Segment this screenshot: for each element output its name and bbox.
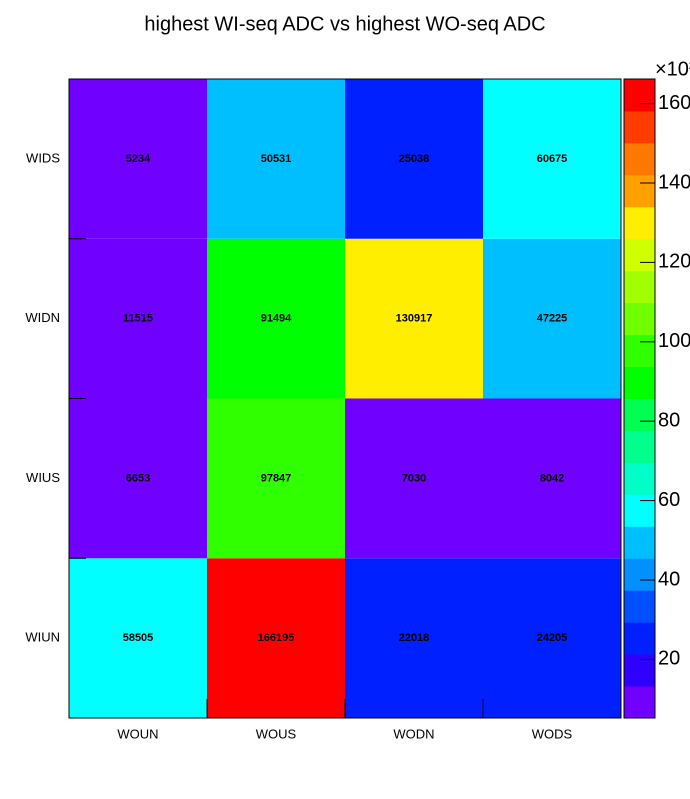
y-tick-label: WIUS [26, 470, 60, 485]
chart-title: highest WI-seq ADC vs highest WO-seq ADC [144, 13, 545, 35]
heat-cell [483, 558, 621, 718]
colorbar-band [624, 558, 655, 591]
colorbar-band [624, 79, 655, 112]
heat-cell [207, 398, 345, 559]
heat-cell [69, 238, 207, 399]
cell-label: 25038 [399, 153, 430, 165]
heat-cell [345, 79, 483, 239]
x-tick-label: WOUN [117, 726, 158, 741]
y-tick-label: WIDS [26, 150, 60, 165]
cell-label: 5234 [126, 153, 151, 165]
colorbar-band [624, 302, 655, 336]
colorbar-tick-label: 100 [658, 330, 690, 352]
colorbar-band [624, 206, 655, 240]
heat-cell [207, 79, 345, 239]
colorbar-band [624, 526, 655, 559]
cell-label: 91494 [261, 313, 292, 325]
colorbar-band [624, 462, 655, 495]
colorbar-band [624, 142, 655, 176]
cell-label: 60675 [537, 153, 568, 165]
colorbar-tick-label: 160 [658, 92, 690, 114]
heat-cell [69, 558, 207, 718]
colorbar-band [624, 398, 655, 431]
colorbar-tick-label: 60 [658, 489, 680, 511]
y-tick-label: WIUN [25, 630, 60, 645]
cell-label: 22018 [399, 632, 430, 644]
colorbar-tick-label: 140 [658, 171, 690, 193]
cell-label: 97847 [261, 472, 292, 484]
heat-cell [345, 398, 483, 559]
colorbar-band [624, 430, 655, 463]
cell-label: 50531 [261, 153, 292, 165]
plot-frame [68, 78, 622, 719]
colorbar-tick-label: 120 [658, 251, 690, 273]
colorbar-band [624, 494, 655, 527]
heat-cell [207, 558, 345, 718]
x-tick-label: WODS [532, 726, 573, 741]
cell-label: 24205 [537, 632, 568, 644]
x-tick-label: WODN [393, 726, 434, 741]
colorbar-band [624, 334, 655, 368]
cell-label: 47225 [537, 313, 568, 325]
colorbar-frame [623, 78, 656, 719]
colorbar-band [624, 622, 655, 655]
cell-label: 7030 [402, 472, 426, 484]
cell-label: 58505 [123, 632, 154, 644]
colorbar-band [624, 174, 655, 208]
colorbar-tick-label: 20 [658, 648, 680, 670]
heat-cell [207, 238, 345, 399]
cell-label: 166195 [258, 632, 295, 644]
colorbar-tick-label: 40 [658, 568, 680, 590]
y-tick-label: WIDN [25, 310, 60, 325]
cell-label: 11515 [123, 313, 153, 325]
colorbar-band [624, 270, 655, 304]
heat-cell [483, 398, 621, 559]
cell-label: 8042 [540, 472, 564, 484]
colorbar-tick-label: 80 [658, 409, 680, 431]
colorbar-multiplier: ×10³ [655, 58, 690, 80]
heat-cell [69, 398, 207, 559]
heat-cell [483, 238, 621, 399]
heat-cell [69, 79, 207, 239]
heat-cell [345, 238, 483, 399]
heat-cell [345, 558, 483, 718]
colorbar-band [624, 366, 655, 399]
cell-label: 6653 [126, 472, 150, 484]
colorbar-band [624, 110, 655, 144]
colorbar-band [624, 590, 655, 623]
cell-label: 130917 [396, 313, 433, 325]
colorbar-band [624, 686, 655, 719]
heat-cell [483, 79, 621, 239]
colorbar-band [624, 238, 655, 272]
x-tick-label: WOUS [256, 726, 297, 741]
